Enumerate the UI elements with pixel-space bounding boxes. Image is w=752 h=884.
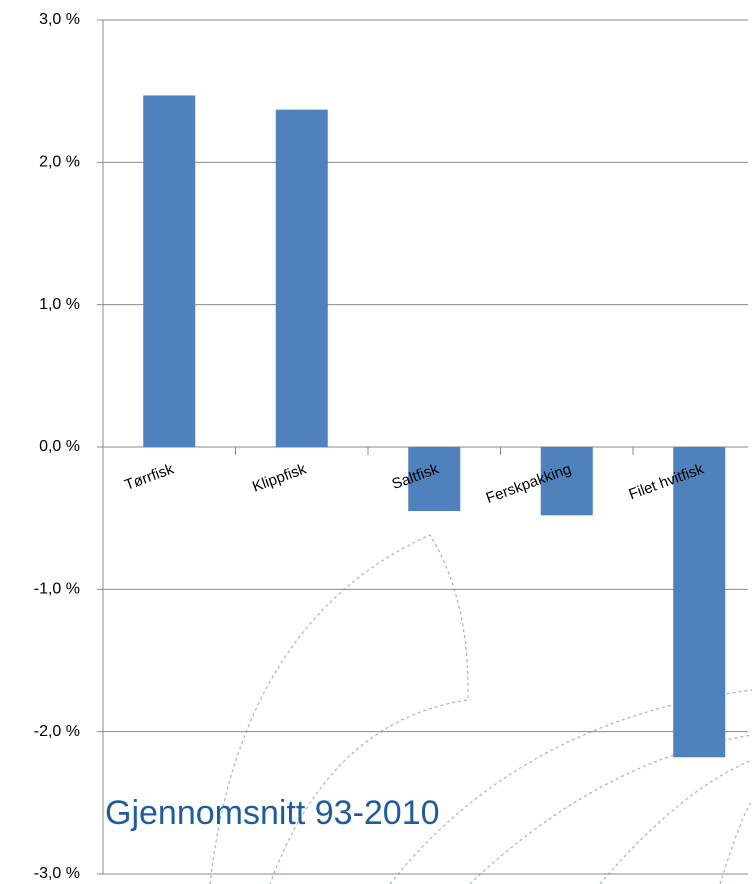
bar (408, 447, 461, 512)
y-tick-label: 1,0 % (39, 296, 80, 313)
y-tick-label: -2,0 % (34, 723, 80, 740)
x-tick-label: Tørrfisk (122, 460, 176, 494)
y-tick-label: -1,0 % (34, 581, 80, 598)
y-tick-label: 3,0 % (39, 11, 80, 28)
y-tick-label: 0,0 % (39, 438, 80, 455)
y-tick-label: 2,0 % (39, 154, 80, 171)
annotation: Gjennomsnitt 93-2010 (105, 794, 440, 832)
bar (540, 447, 593, 516)
bar (673, 447, 726, 758)
y-tick-label: -3,0 % (34, 865, 80, 882)
bar (275, 109, 328, 448)
x-tick-label: Klippfisk (250, 460, 309, 495)
bar (143, 95, 196, 447)
